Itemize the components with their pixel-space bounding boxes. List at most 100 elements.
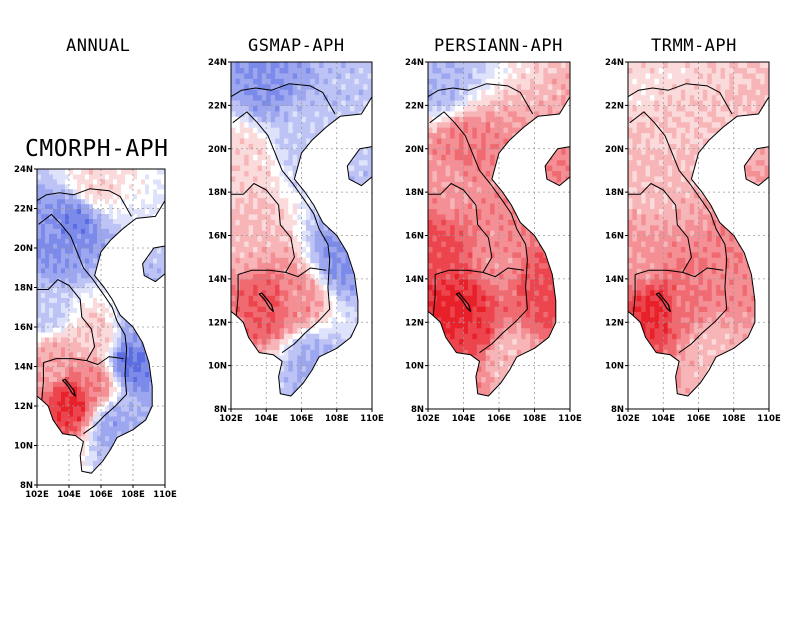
grid-cell xyxy=(305,354,311,361)
grid-cell xyxy=(137,415,142,422)
grid-cell xyxy=(441,273,447,280)
grid-cell xyxy=(441,354,447,361)
grid-cell xyxy=(49,391,54,397)
grid-cell xyxy=(253,354,259,361)
grid-cell xyxy=(499,273,505,280)
grid-cell xyxy=(53,257,58,264)
grid-cell xyxy=(561,311,567,318)
grid-cell xyxy=(53,455,58,461)
grid-cell xyxy=(305,127,311,134)
grid-cell xyxy=(248,121,254,128)
grid-cell xyxy=(485,381,491,388)
grid-cell xyxy=(534,268,540,275)
grid-cell xyxy=(248,327,254,334)
grid-cell xyxy=(61,277,66,284)
grid-cell xyxy=(149,262,154,269)
grid-cell xyxy=(45,287,50,294)
grid-cell xyxy=(121,470,126,474)
grid-cell xyxy=(133,410,138,417)
grid-cell xyxy=(129,376,134,382)
grid-cell xyxy=(93,460,98,466)
grid-cell xyxy=(61,203,66,210)
grid-cell xyxy=(89,445,94,452)
grid-cell xyxy=(53,401,58,407)
grid-cell xyxy=(349,327,355,334)
grid-cell xyxy=(77,302,82,308)
grid-cell xyxy=(543,392,549,396)
grid-cell xyxy=(53,198,58,205)
lat-tick-label: 16N xyxy=(208,232,227,242)
grid-cell xyxy=(248,165,254,172)
grid-cell xyxy=(349,354,355,361)
grid-cell xyxy=(125,445,130,452)
grid-cell xyxy=(248,143,254,150)
grid-cell xyxy=(283,305,289,312)
grid-cell xyxy=(363,192,369,199)
grid-cell xyxy=(358,83,364,90)
grid-cell xyxy=(459,327,465,334)
grid-cell xyxy=(81,406,86,412)
grid-cell xyxy=(137,252,142,259)
grid-cell xyxy=(354,338,360,345)
grid-cell xyxy=(125,460,130,466)
grid-cell xyxy=(543,305,549,312)
grid-cell xyxy=(65,346,70,353)
grid-cell xyxy=(153,277,158,284)
grid-cell xyxy=(161,178,165,185)
grid-cell xyxy=(327,159,333,166)
grid-cell xyxy=(459,338,465,345)
grid-cell xyxy=(257,300,263,307)
grid-cell xyxy=(327,392,333,396)
grid-cell xyxy=(552,300,558,307)
grid-cell xyxy=(239,278,245,285)
grid-cell xyxy=(235,322,241,329)
grid-cell xyxy=(157,381,162,387)
grid-cell xyxy=(521,354,527,361)
grid-cell xyxy=(248,89,254,96)
grid-cell xyxy=(244,338,250,345)
grid-cell xyxy=(244,181,250,188)
grid-cell xyxy=(283,273,289,280)
grid-cell xyxy=(485,354,491,361)
grid-cell xyxy=(270,170,276,177)
grid-cell xyxy=(530,268,536,275)
grid-cell xyxy=(283,240,289,247)
grid-cell xyxy=(77,228,82,234)
grid-cell xyxy=(133,213,138,219)
grid-cell xyxy=(481,305,487,312)
grid-cell xyxy=(297,192,303,199)
grid-cell xyxy=(314,121,320,128)
grid-cell xyxy=(137,381,142,387)
grid-cell xyxy=(270,251,276,258)
grid-cell xyxy=(113,450,118,456)
grid-cell xyxy=(113,376,118,382)
grid-cell xyxy=(97,169,102,175)
grid-cell xyxy=(499,295,505,302)
grid-cell xyxy=(292,338,298,345)
grid-cell xyxy=(93,327,98,333)
grid-cell xyxy=(257,132,263,139)
grid-cell xyxy=(37,376,42,382)
grid-cell xyxy=(101,252,106,259)
grid-cell xyxy=(37,327,42,333)
grid-cell xyxy=(61,183,66,190)
grid-cell xyxy=(332,62,338,69)
grid-cell xyxy=(463,316,469,323)
grid-cell xyxy=(534,305,540,312)
grid-cell xyxy=(556,278,562,285)
grid-cell xyxy=(145,445,150,452)
grid-cell xyxy=(149,470,154,474)
grid-cell xyxy=(53,366,58,373)
grid-cell xyxy=(93,440,98,447)
grid-cell xyxy=(65,178,70,185)
grid-cell xyxy=(248,154,254,161)
grid-cell xyxy=(257,305,263,312)
grid-cell xyxy=(561,381,567,388)
grid-cell xyxy=(257,159,263,166)
grid-cell xyxy=(336,338,342,345)
grid-cell xyxy=(41,475,46,481)
grid-cell xyxy=(137,193,142,200)
lon-tick-label: 104E xyxy=(57,490,81,500)
grid-cell xyxy=(65,371,70,377)
grid-cell xyxy=(481,338,487,345)
